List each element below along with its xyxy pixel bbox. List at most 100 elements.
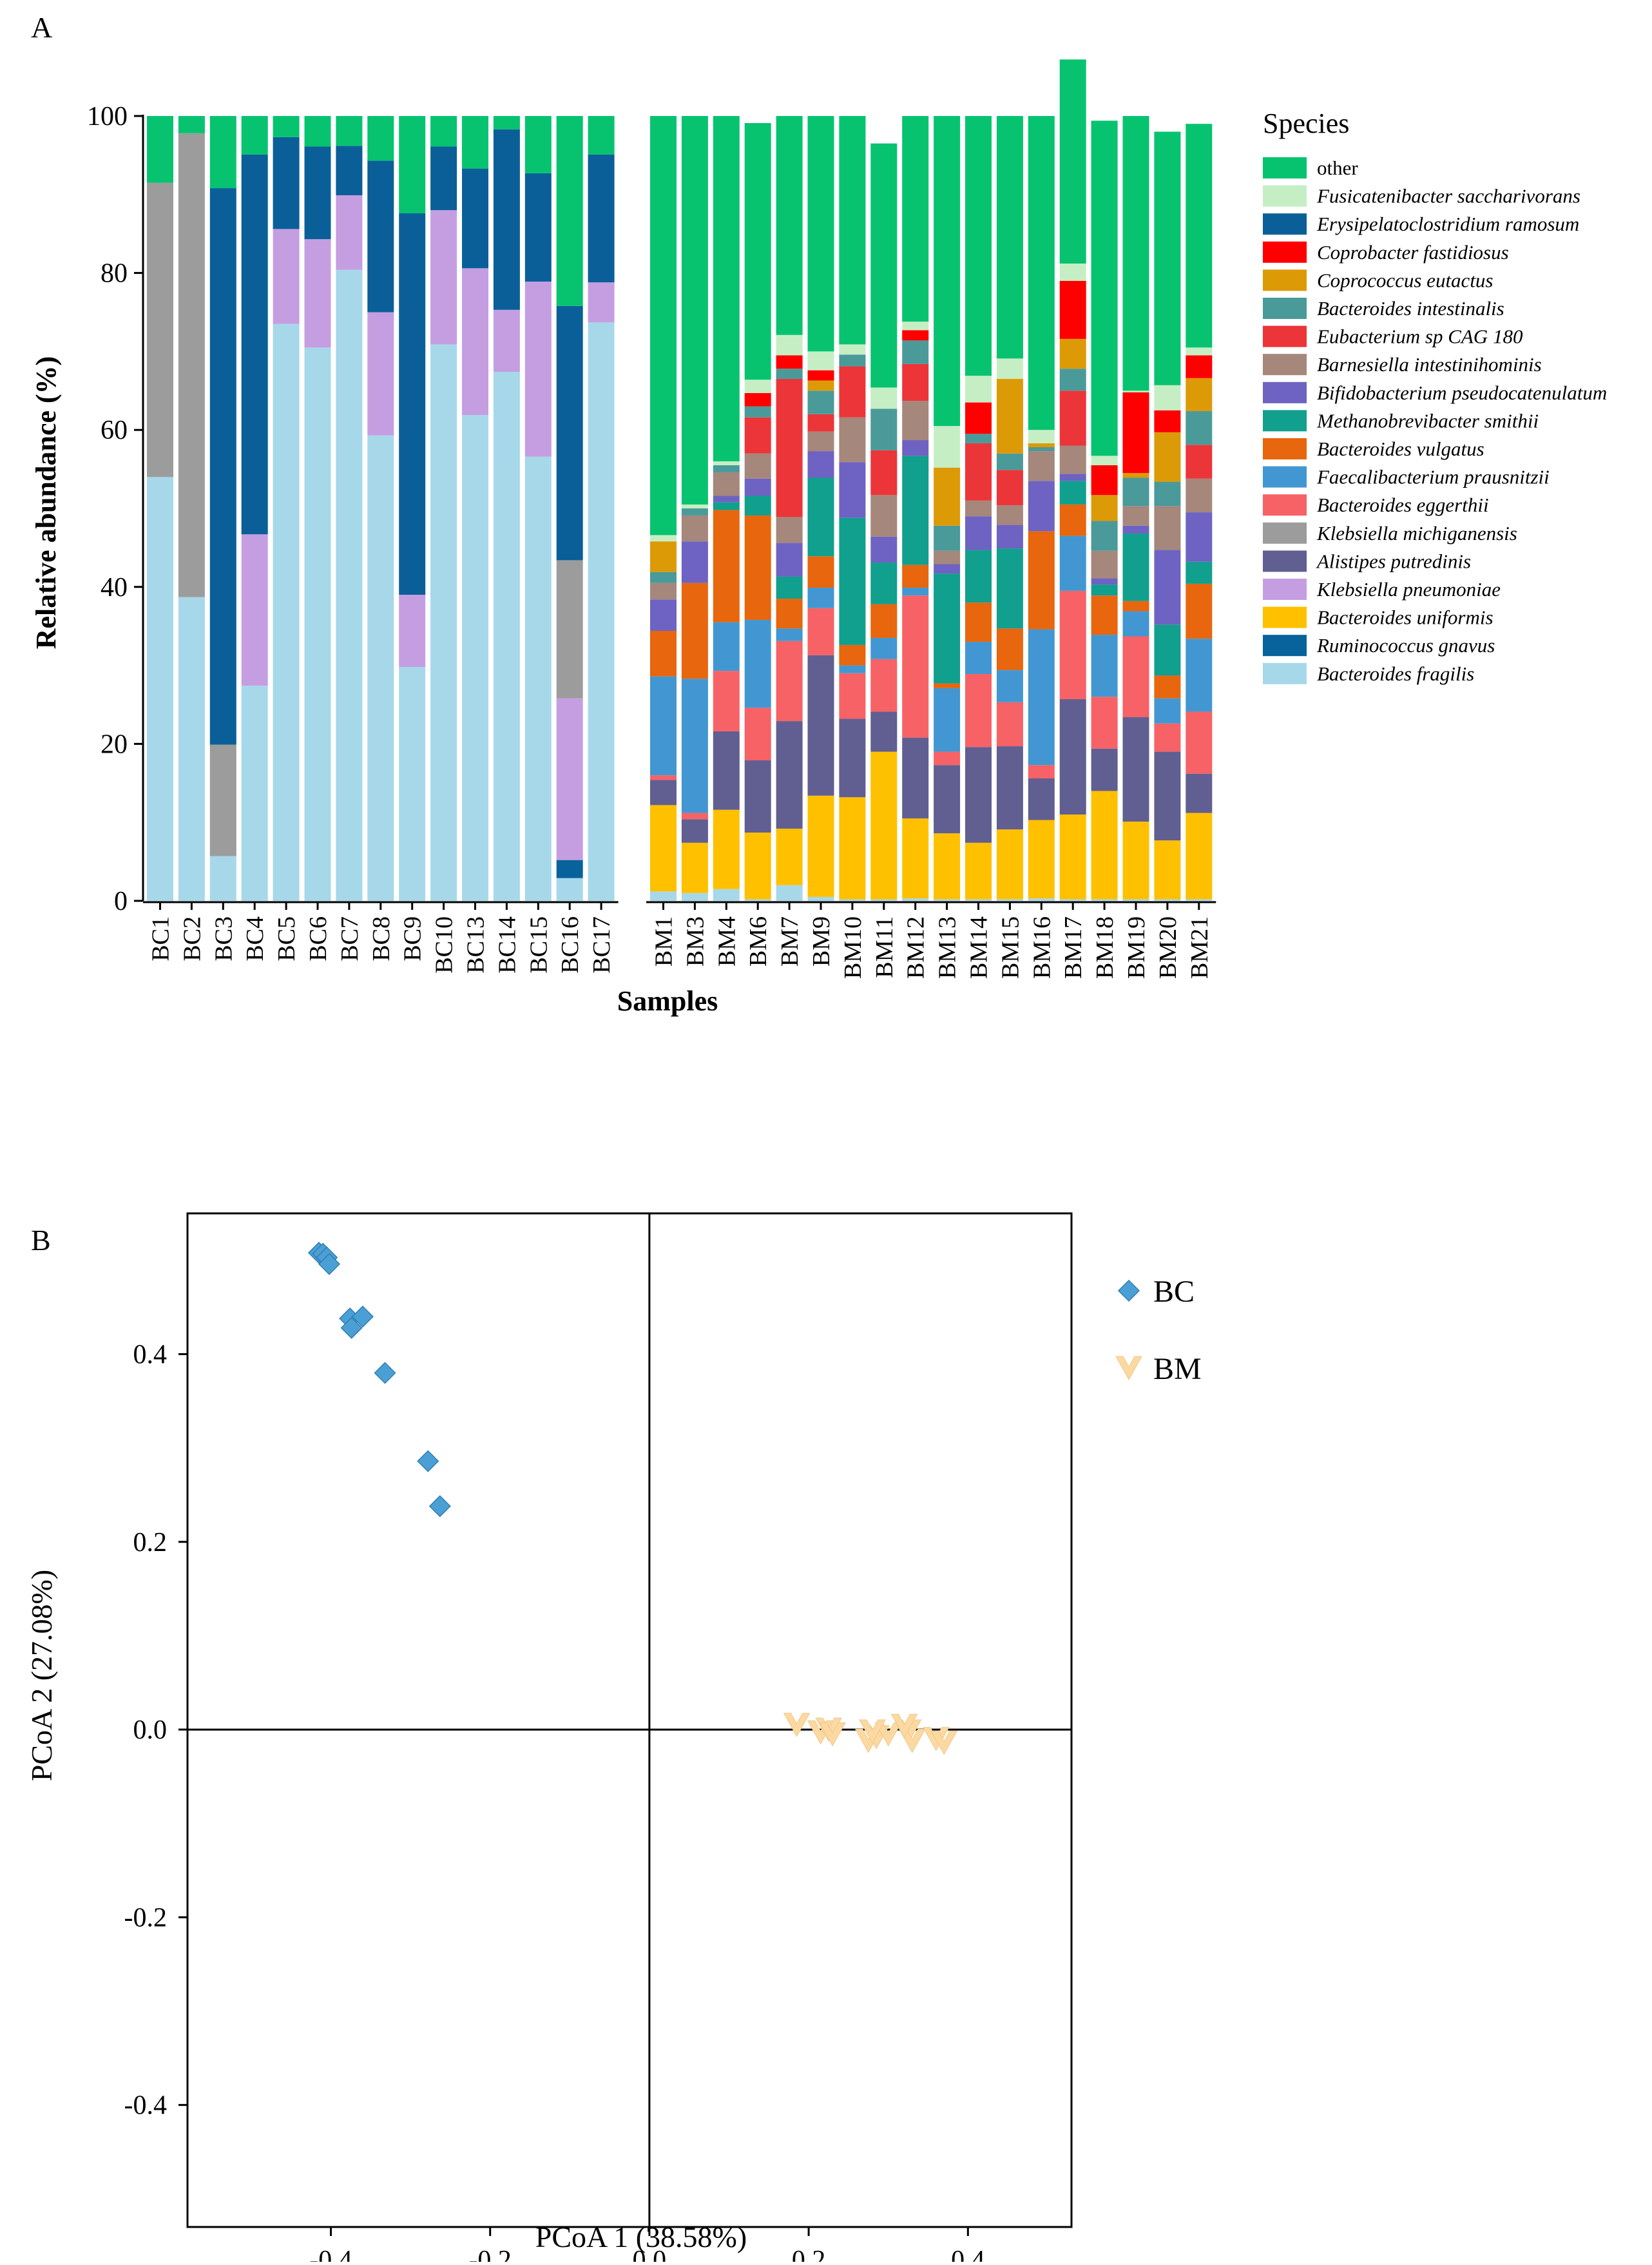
- legend-label-bacteroides-intestinalis: Bacteroides intestinalis: [1317, 297, 1504, 320]
- scatter-x-tick-label-3: 0.2: [792, 2246, 826, 2262]
- scatter-plot-frame: [186, 1212, 1073, 2228]
- bar-segment-bm6-other: [744, 122, 771, 380]
- bar-segment-bm7-other: [776, 116, 803, 335]
- bar-segment-bm18-faecalibacterium-prausnitzii: [1091, 635, 1118, 697]
- bar-segment-bm9-other: [807, 116, 834, 352]
- legend-swatch-methanobrevibacter-smithii: [1263, 410, 1307, 432]
- bar-segment-bm11-bacteroides-uniformis: [870, 751, 898, 900]
- bar-segment-bm1-bifidobacterium-pseudocatenulatum: [650, 599, 677, 631]
- bar-segment-bm4-alistipes-putredinis: [713, 731, 740, 810]
- legend-swatch-bacteroides-uniformis: [1263, 606, 1307, 628]
- bar-segment-bm7-bacteroides-vulgatus: [776, 599, 803, 629]
- bar-segment-bc5-other: [273, 116, 300, 137]
- bar-segment-bm1-bacteroides-eggerthii: [650, 775, 677, 780]
- bar-segment-bm11-bifidobacterium-pseudocatenulatum: [870, 536, 898, 563]
- bar-segment-bm21-other: [1186, 124, 1213, 348]
- bar-segment-bm21-methanobrevibacter-smithii: [1186, 561, 1213, 584]
- bar-y-axis-label: Relative abundance (%): [30, 356, 62, 650]
- legend-label-ruminococcus-gnavus: Ruminococcus gnavus: [1316, 634, 1495, 657]
- bar-segment-bm13-other: [934, 116, 961, 427]
- bar-segment-bm20-fusicatenibacter-saccharivorans: [1154, 385, 1181, 410]
- scatter-point-bc-10: [428, 1495, 451, 1518]
- bar-x-tick-label-bm18: BM18: [1091, 916, 1119, 979]
- bar-segment-bm21-faecalibacterium-prausnitzii: [1186, 639, 1213, 712]
- scatter-point-bm-4: [819, 1722, 847, 1747]
- legend-swatch-coprococcus-eutactus: [1263, 269, 1307, 291]
- legend-swatch-bacteroides-vulgatus: [1263, 438, 1307, 459]
- bar-x-tick-label-bc1: BC1: [148, 916, 175, 961]
- bar-segment-bm3-bacteroides-fragilis: [681, 892, 708, 901]
- bar-segment-bm15-eubacterium-sp-cag-180: [996, 470, 1023, 506]
- bar-segment-bc16-other: [556, 116, 583, 306]
- bar-segment-bm14-bacteroides-vulgatus: [965, 602, 992, 642]
- bar-segment-bm14-other: [965, 116, 992, 376]
- bar-segment-bc6-erysipelatoclostridium-ramosum: [304, 146, 331, 240]
- bar-segment-bm4-bacteroides-intestinalis: [713, 465, 740, 472]
- scatter-x-tick-label-1: -0.2: [468, 2246, 512, 2262]
- bar-segment-bm7-bacteroides-intestinalis: [776, 369, 803, 380]
- bar-segment-bm13-barnesiella-intestinihominis: [934, 550, 961, 564]
- legend-swatch-eubacterium-sp-cag-180: [1263, 325, 1307, 347]
- bar-segment-bm3-bacteroides-intestinalis: [681, 508, 708, 516]
- bar-stack-bm15: [996, 116, 1023, 901]
- bar-x-tick-label-bm16: BM16: [1028, 916, 1055, 979]
- bar-segment-bm18-bacteroides-vulgatus: [1091, 595, 1118, 635]
- bar-stack-bm11: [870, 143, 898, 901]
- legend-label-methanobrevibacter-smithii: Methanobrevibacter smithii: [1316, 409, 1539, 432]
- bar-stack-bm16: [1028, 116, 1055, 901]
- bar-segment-bm7-fusicatenibacter-saccharivorans: [776, 334, 803, 356]
- bar-segment-bm13-bacteroides-intestinalis: [934, 525, 961, 551]
- bar-segment-bm4-other: [713, 116, 740, 461]
- bar-stack-bm13: [934, 116, 961, 901]
- bar-x-tick-label-bc13: BC13: [463, 916, 490, 974]
- bar-segment-bc6-bacteroides-fragilis: [304, 347, 331, 901]
- bar-segment-bm19-other: [1122, 116, 1149, 391]
- scatter-legend-marker-bc: [1117, 1279, 1140, 1302]
- panel-a-label: A: [31, 11, 52, 44]
- bar-segment-bm16-faecalibacterium-prausnitzii: [1028, 629, 1055, 766]
- bar-stack-bc3: [209, 116, 236, 901]
- bar-segment-bm18-bacteroides-intestinalis: [1091, 521, 1118, 551]
- legend-swatch-klebsiella-michiganensis: [1263, 522, 1307, 544]
- scatter-point-bc-9: [417, 1450, 439, 1472]
- scatter-y-tick-label-0: -0.4: [124, 2091, 168, 2121]
- bar-segment-bm17-bacteroides-fragilis: [1059, 899, 1086, 901]
- legend-label-bacteroides-eggerthii: Bacteroides eggerthii: [1317, 494, 1489, 516]
- bar-segment-bm4-bacteroides-eggerthii: [713, 671, 740, 731]
- bar-segment-bm10-barnesiella-intestinihominis: [839, 417, 866, 463]
- bar-segment-bm15-fusicatenibacter-saccharivorans: [996, 358, 1023, 380]
- bar-segment-bm11-bacteroides-vulgatus: [870, 604, 898, 638]
- bar-segment-bc2-other: [178, 116, 205, 133]
- bar-segment-bm10-other: [839, 116, 866, 345]
- bar-x-axis: BC1 BC2 BC3 BC4 BC5 BC6 BC7 BC8 BC9 BC10 BC13 BC14 B…: [143, 901, 1216, 979]
- bar-x-tick-label-bm1: BM1: [651, 916, 678, 967]
- bar-segment-bm18-bacteroides-uniformis: [1091, 791, 1118, 900]
- bar-segment-bm11-methanobrevibacter-smithii: [870, 563, 898, 604]
- bar-segment-bc1-other: [147, 116, 173, 183]
- bar-segment-bm11-eubacterium-sp-cag-180: [870, 450, 898, 496]
- bar-segment-bm3-alistipes-putredinis: [681, 819, 708, 843]
- bar-segment-bm9-faecalibacterium-prausnitzii: [807, 588, 834, 608]
- bar-segment-bm3-fusicatenibacter-saccharivorans: [681, 504, 708, 508]
- bar-segment-bm16-barnesiella-intestinihominis: [1028, 451, 1055, 481]
- bar-segment-bc4-other: [241, 116, 268, 155]
- bar-segment-bm19-methanobrevibacter-smithii: [1122, 533, 1149, 601]
- bar-segment-bm19-bacteroides-fragilis: [1122, 899, 1149, 901]
- bar-segment-bc1-bacteroides-fragilis: [147, 477, 173, 901]
- bar-segment-bm9-coprobacter-fastidiosus: [807, 370, 834, 381]
- scatter-y-tick-label-1: -0.2: [124, 1903, 168, 1932]
- bar-segment-bc15-klebsiella-pneumoniae: [524, 281, 552, 457]
- bar-segment-bm18-bifidobacterium-pseudocatenulatum: [1091, 578, 1118, 585]
- bar-segment-bm11-alistipes-putredinis: [870, 711, 898, 752]
- bar-segment-bm6-methanobrevibacter-smithii: [744, 496, 771, 516]
- bar-segment-bm6-fusicatenibacter-saccharivorans: [744, 380, 771, 393]
- bar-segment-bm3-bacteroides-uniformis: [681, 842, 708, 893]
- bar-segment-bm10-bifidobacterium-pseudocatenulatum: [839, 462, 866, 518]
- bar-x-tick-label-bm11: BM11: [871, 916, 898, 978]
- bar-segment-bm20-other: [1154, 131, 1181, 385]
- bar-x-tick-label-bc17: BC17: [588, 916, 615, 974]
- bar-segment-bm15-bacteroides-eggerthii: [996, 702, 1023, 747]
- bar-stack-bm3: [681, 116, 708, 901]
- bar-segment-bm9-eubacterium-sp-cag-180: [807, 414, 834, 432]
- bar-stack-bc9: [399, 116, 426, 901]
